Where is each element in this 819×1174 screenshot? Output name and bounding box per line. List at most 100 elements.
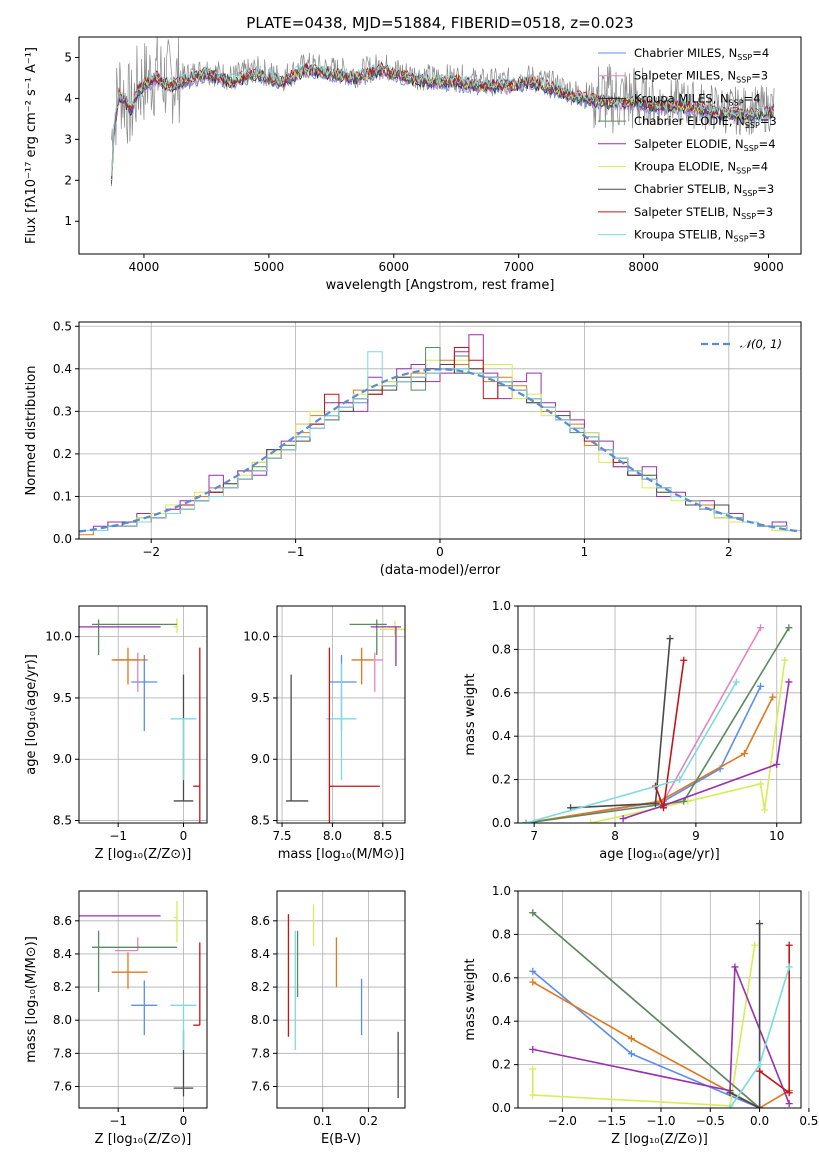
x-axis-label: age [log₁₀(age/yr)] [599, 847, 720, 862]
y-tick-label: 9.0 [251, 752, 270, 766]
x-tick-label: 1 [581, 545, 589, 559]
x-axis-label: Z [log₁₀(Z/Z⊙)] [95, 1132, 192, 1147]
weight-line [525, 696, 774, 823]
y-tick-label: 0.0 [492, 816, 511, 830]
errorbar-point [374, 652, 383, 692]
spectrum-model-line [111, 62, 774, 179]
y-tick-label: 7.6 [251, 1079, 270, 1093]
errorbar-point [111, 647, 148, 685]
legend-suffix: =3 [751, 69, 768, 83]
plus-marker [726, 1089, 734, 1097]
plus-marker [619, 815, 627, 823]
errorbars [79, 618, 201, 823]
weight-line [532, 912, 761, 1108]
x-tick-label: 0.5 [799, 1114, 818, 1128]
plus-marker [756, 1061, 764, 1069]
figure-title: PLATE=0438, MJD=51884, FIBERID=0518, z=0… [246, 14, 633, 32]
y-tick-label: 8.4 [251, 947, 270, 961]
plus-marker [529, 978, 537, 986]
errorbar-point [92, 930, 177, 993]
y-tick-label: 8.2 [251, 980, 270, 994]
x-tick-label: −1 [109, 1114, 127, 1128]
legend-suffix: =3 [756, 205, 773, 219]
y-tick-label: 8.6 [53, 914, 72, 928]
plus-marker [529, 909, 537, 917]
plus-marker [680, 656, 688, 664]
weight-line [525, 685, 762, 823]
errorbar-point [193, 647, 201, 823]
plus-marker [756, 920, 764, 928]
legend-entry: Chabrier STELIB, NSSP=3 [634, 182, 774, 198]
plus-marker [751, 941, 759, 949]
errorbar-point [351, 647, 374, 685]
weight-line [532, 966, 790, 1104]
weight-line [729, 923, 761, 1108]
plus-marker [529, 967, 537, 975]
weight-line [532, 970, 760, 1108]
y-tick-label: 0.2 [53, 447, 72, 461]
spectrum-model-line [111, 61, 774, 178]
x-axis-label: Z [log₁₀(Z/Z⊙)] [95, 847, 192, 862]
y-tick-label: 0.4 [492, 1014, 511, 1028]
x-tick-label: 8.5 [373, 829, 392, 843]
legend-label: Salpeter ELODIE, N [634, 137, 744, 151]
y-tick-label: 0.2 [492, 1058, 511, 1072]
legend-entry: Kroupa STELIB, NSSP=3 [634, 228, 765, 244]
x-tick-label: 9 [692, 829, 700, 843]
plus-marker [660, 804, 668, 812]
y-tick-label: 0.5 [53, 319, 72, 333]
legend-subscript: SSP [742, 189, 757, 198]
legend-entry: Chabrier MILES, NSSP=4 [634, 46, 769, 62]
y-tick-label: 9.5 [53, 691, 72, 705]
y-tick-label: 8.4 [53, 947, 72, 961]
plus-marker [529, 1065, 537, 1073]
plus-marker [587, 819, 595, 823]
y-tick-label: 2 [64, 173, 72, 187]
plus-marker [731, 963, 739, 971]
y-tick-label: 0.0 [53, 532, 72, 546]
legend-suffix: =4 [752, 46, 769, 60]
legend-entry: Chabrier ELODIE, NSSP=3 [634, 114, 777, 130]
errorbar-point [92, 619, 177, 656]
histograms [79, 334, 801, 539]
y-tick-label: 0.4 [53, 362, 72, 376]
plus-marker [756, 1067, 764, 1075]
x-tick-label: 8.0 [323, 829, 342, 843]
x-tick-label: 4000 [129, 260, 160, 274]
plus-marker [522, 819, 530, 823]
weight-lines [529, 909, 793, 1108]
x-tick-label: 0 [180, 829, 188, 843]
x-axis-label: Z [log₁₀(Z/Z⊙)] [611, 1132, 708, 1147]
legend-entry: 𝒩(0, 1) [740, 337, 782, 351]
x-tick-label: 10 [769, 829, 784, 843]
plus-marker [726, 1104, 734, 1108]
legend-label: Kroupa MILES, N [634, 91, 729, 105]
y-axis-label: mass weight [463, 958, 478, 1040]
plus-marker [785, 1100, 793, 1108]
x-tick-label: 8000 [628, 260, 659, 274]
axes-frame [78, 36, 802, 255]
x-tick-label: −1 [109, 829, 127, 843]
legend-subscript: SSP [745, 121, 760, 130]
plus-marker [651, 799, 659, 807]
plus-marker [740, 750, 748, 758]
y-tick-label: 0.1 [53, 489, 72, 503]
plus-marker [761, 806, 769, 814]
y-tick-label: 8.0 [251, 1013, 270, 1027]
age_vs_mass-panel: 7.5 8.0 8.5 8.5 9.0 9.5 10.0 mass [log₁₀(M/M⊙)] [243, 605, 406, 862]
legend-label: Salpeter STELIB, N [634, 205, 741, 219]
errorbar-point [193, 942, 201, 1026]
y-tick-label: 0.8 [492, 642, 511, 656]
y-tick-label: 0.4 [492, 729, 511, 743]
y-tick-label: 3 [64, 132, 72, 146]
plus-marker [529, 1091, 537, 1099]
x-tick-label: 0.2 [359, 1114, 378, 1128]
x-tick-label: 6000 [379, 260, 410, 274]
legend-subscript: SSP [734, 235, 749, 244]
residuals-panel: −2 −1 0 1 2 0.0 0.1 0.2 0.3 0.4 0.5 (data-model)/er… [24, 319, 802, 578]
x-tick-label: −0.5 [696, 1114, 725, 1128]
plus-marker [785, 624, 793, 632]
plus-marker [732, 678, 740, 686]
